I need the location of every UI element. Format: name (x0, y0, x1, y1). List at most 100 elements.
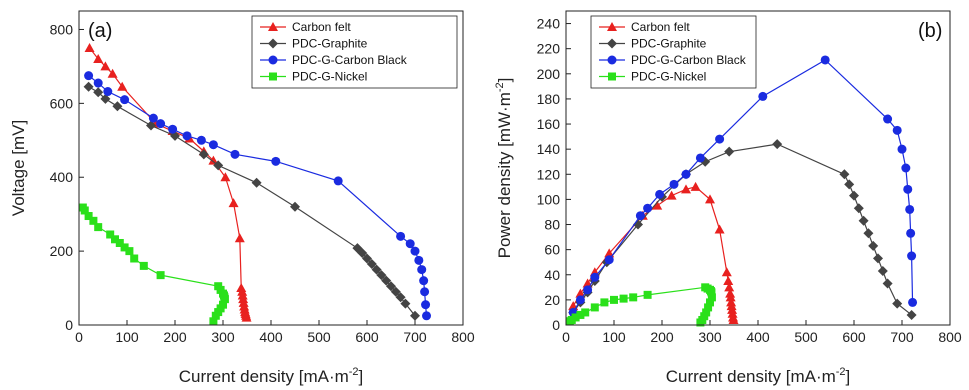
x-tick-label: 0 (75, 329, 83, 345)
data-point (704, 303, 713, 312)
y-tick-label: 180 (537, 91, 561, 107)
series-pdc-graphite (568, 139, 917, 320)
data-point (100, 61, 111, 71)
y-tick-label: 400 (50, 169, 74, 185)
legend-marker (608, 72, 616, 81)
data-point (690, 181, 701, 191)
data-point (93, 54, 104, 64)
data-point (772, 139, 783, 150)
data-point (858, 215, 869, 226)
data-point (681, 184, 691, 194)
data-point (241, 312, 252, 322)
y-tick-label: 140 (537, 141, 561, 157)
y-tick-label: 120 (537, 166, 561, 182)
data-point (410, 310, 420, 321)
data-point (422, 311, 432, 321)
data-point (905, 204, 915, 214)
panel-label-b: (b) (918, 20, 942, 42)
data-point (707, 293, 716, 302)
data-point (643, 290, 652, 299)
data-point (228, 198, 239, 208)
data-point (209, 317, 218, 326)
data-point (590, 303, 599, 312)
legend-label: PDC-G-Nickel (292, 70, 367, 84)
data-point (604, 255, 614, 265)
series-line (572, 143, 912, 316)
data-point (725, 288, 736, 298)
data-point (581, 308, 590, 317)
legend-b: Carbon felt PDC-Graphite PDC-G-Carbon Blac… (590, 15, 757, 89)
y-axis-label-b: Power density [mW·m-2] (494, 78, 514, 259)
legend-label: PDC-G-Nickel (631, 70, 706, 84)
data-point (727, 304, 738, 314)
data-point (83, 81, 94, 92)
y-tick-label: 200 (50, 243, 74, 259)
data-point (892, 125, 902, 135)
data-point (666, 190, 677, 200)
data-point (376, 270, 387, 281)
y-tick-label: 160 (537, 116, 561, 132)
data-point (386, 281, 396, 292)
series-pdc-g-nickel (78, 203, 229, 326)
plot-area-a (78, 42, 432, 326)
legend-item: PDC-G-Nickel (599, 70, 706, 84)
legend-marker (268, 55, 278, 65)
y-tick-label: 0 (552, 317, 560, 333)
data-point (366, 259, 377, 270)
data-point (758, 91, 768, 101)
data-point (238, 297, 249, 307)
data-point (695, 153, 705, 163)
data-point (120, 243, 129, 252)
series-pdc-g-carbon-black (84, 71, 432, 321)
x-tick-label: 500 (794, 329, 818, 345)
data-point (583, 285, 593, 295)
data-point (619, 294, 628, 303)
data-point (395, 292, 406, 303)
data-point (234, 233, 245, 243)
series-line (572, 59, 914, 313)
legend-marker (607, 38, 617, 49)
y-tick-label: 40 (544, 267, 560, 283)
x-tick-label: 800 (938, 329, 962, 345)
y-tick-label: 200 (537, 66, 561, 82)
data-point (120, 95, 130, 105)
legend-label: PDC-Graphite (631, 37, 707, 51)
data-point (901, 163, 911, 173)
series-pdc-graphite (83, 81, 420, 321)
data-point (148, 113, 158, 123)
series-carbon-felt (84, 42, 252, 322)
data-point (652, 200, 663, 210)
legend-item: PDC-Graphite (260, 37, 368, 51)
legend-item: Carbon felt (260, 20, 351, 34)
data-point (669, 179, 679, 189)
data-point (892, 298, 903, 309)
data-point (726, 301, 737, 311)
y-tick-label: 80 (544, 217, 560, 233)
data-point (844, 179, 855, 190)
chart-power-density: 0 100 200 300 400 500 600 700 800 0 20 40 60 80 100 12… (494, 10, 962, 386)
data-point (727, 308, 738, 318)
panel-label-a: (a) (88, 20, 112, 42)
legend-label: Carbon felt (631, 20, 690, 34)
data-point (93, 87, 104, 98)
x-tick-label: 100 (115, 329, 139, 345)
data-point (390, 286, 401, 297)
x-tick-label: 400 (746, 329, 770, 345)
data-point (220, 295, 229, 304)
data-point (849, 190, 859, 201)
x-tick-label: 300 (211, 329, 235, 345)
data-point (705, 194, 715, 204)
data-point (897, 144, 907, 154)
data-point (655, 189, 665, 199)
data-point (907, 251, 917, 261)
legend-item: Carbon felt (599, 20, 690, 34)
y-tick-label: 100 (537, 191, 561, 207)
legend-marker (268, 38, 278, 49)
data-point (706, 298, 714, 307)
data-point (873, 253, 883, 264)
data-point (290, 201, 300, 212)
data-point (600, 298, 609, 307)
data-point (84, 212, 93, 221)
data-point (80, 206, 89, 215)
